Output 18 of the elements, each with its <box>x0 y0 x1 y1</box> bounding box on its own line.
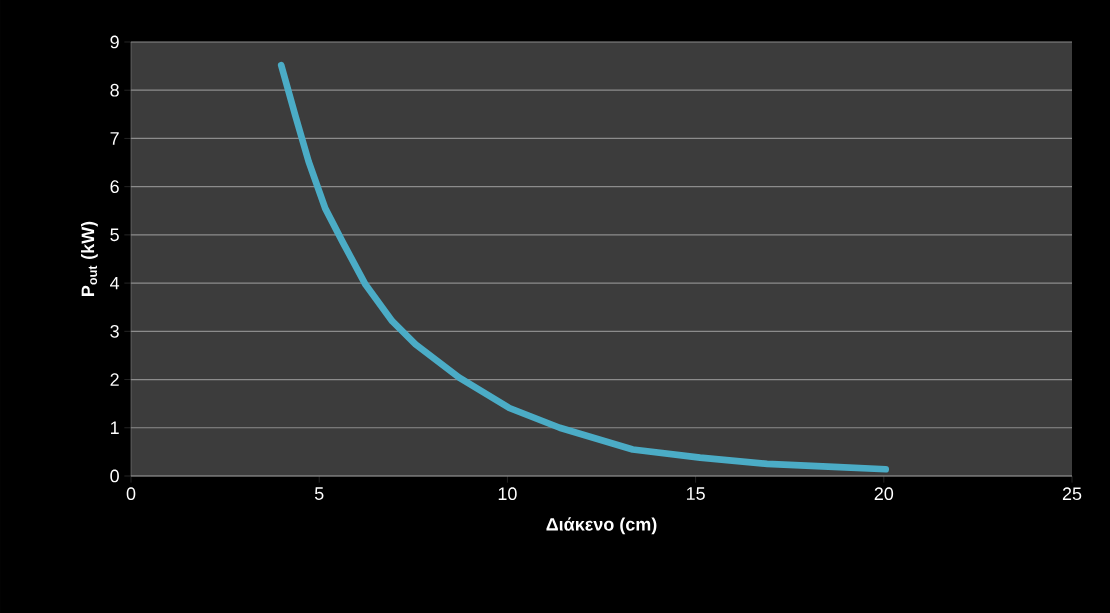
x-tick-label: 0 <box>126 487 136 501</box>
y-tick-label: 7 <box>110 132 119 145</box>
y-tick-label: 2 <box>110 373 119 386</box>
x-axis-title: Διάκενο (cm) <box>546 517 657 535</box>
y-tick-label: 1 <box>111 421 119 434</box>
y-tick-label: 6 <box>110 180 119 194</box>
x-tick-label: 20 <box>874 487 894 501</box>
y-tick-label: 3 <box>110 324 119 338</box>
x-tick-label: 25 <box>1062 487 1082 501</box>
y-tick-label: 9 <box>110 35 119 49</box>
y-tick-label: 4 <box>110 276 120 290</box>
y-tick-label: 5 <box>110 228 119 242</box>
y-tick-label: 0 <box>110 469 119 483</box>
x-tick-label: 15 <box>686 487 705 500</box>
x-tick-label: 10 <box>498 487 517 501</box>
y-tick-label: 8 <box>110 83 119 97</box>
y-axis-title: P$_{out}$ (kW) <box>81 221 98 296</box>
x-tick-label: 5 <box>314 487 324 500</box>
